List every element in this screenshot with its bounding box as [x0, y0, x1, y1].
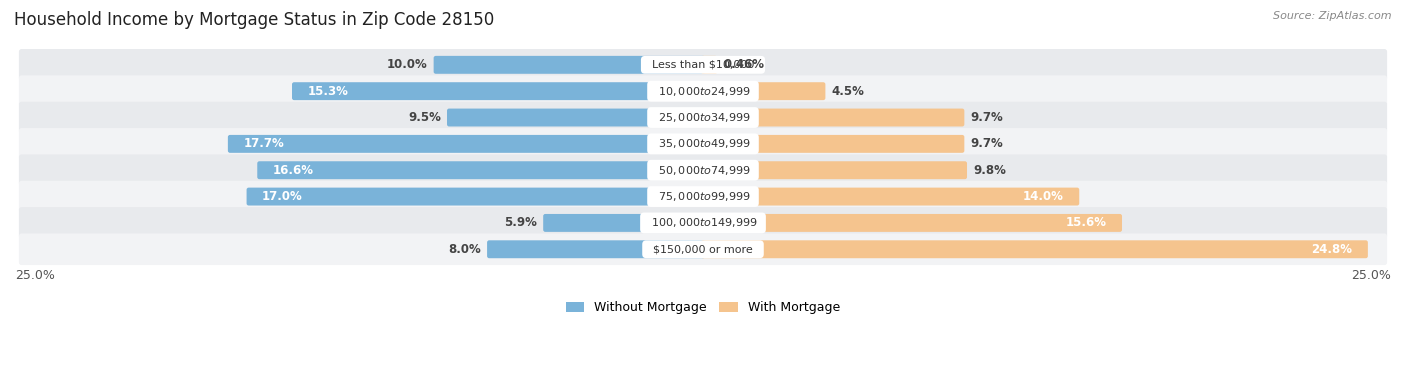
FancyBboxPatch shape	[447, 108, 706, 127]
Text: 0.46%: 0.46%	[723, 58, 765, 71]
Text: 8.0%: 8.0%	[449, 243, 481, 256]
Text: $10,000 to $24,999: $10,000 to $24,999	[651, 85, 755, 98]
FancyBboxPatch shape	[700, 187, 1080, 206]
Text: 24.8%: 24.8%	[1312, 243, 1353, 256]
FancyBboxPatch shape	[543, 214, 706, 232]
Text: 14.0%: 14.0%	[1024, 190, 1064, 203]
Text: 10.0%: 10.0%	[387, 58, 427, 71]
FancyBboxPatch shape	[700, 161, 967, 179]
FancyBboxPatch shape	[700, 214, 1122, 232]
FancyBboxPatch shape	[486, 240, 706, 258]
FancyBboxPatch shape	[433, 56, 706, 74]
Text: 9.5%: 9.5%	[408, 111, 441, 124]
Text: $75,000 to $99,999: $75,000 to $99,999	[651, 190, 755, 203]
Text: $25,000 to $34,999: $25,000 to $34,999	[651, 111, 755, 124]
FancyBboxPatch shape	[18, 128, 1388, 160]
Text: 9.7%: 9.7%	[970, 137, 1002, 150]
FancyBboxPatch shape	[18, 181, 1388, 212]
FancyBboxPatch shape	[18, 154, 1388, 186]
Text: 16.6%: 16.6%	[273, 164, 314, 177]
Text: 9.8%: 9.8%	[973, 164, 1005, 177]
FancyBboxPatch shape	[292, 82, 706, 100]
FancyBboxPatch shape	[700, 135, 965, 153]
Text: Source: ZipAtlas.com: Source: ZipAtlas.com	[1274, 11, 1392, 21]
FancyBboxPatch shape	[228, 135, 706, 153]
FancyBboxPatch shape	[700, 56, 717, 74]
FancyBboxPatch shape	[18, 49, 1388, 81]
FancyBboxPatch shape	[257, 161, 706, 179]
FancyBboxPatch shape	[18, 75, 1388, 107]
Text: 5.9%: 5.9%	[505, 217, 537, 229]
FancyBboxPatch shape	[18, 102, 1388, 133]
FancyBboxPatch shape	[700, 82, 825, 100]
FancyBboxPatch shape	[18, 234, 1388, 265]
Text: Less than $10,000: Less than $10,000	[645, 60, 761, 70]
Text: 15.3%: 15.3%	[308, 85, 349, 98]
Text: $100,000 to $149,999: $100,000 to $149,999	[644, 217, 762, 229]
Text: $35,000 to $49,999: $35,000 to $49,999	[651, 137, 755, 150]
FancyBboxPatch shape	[246, 187, 706, 206]
FancyBboxPatch shape	[18, 207, 1388, 239]
Text: $150,000 or more: $150,000 or more	[647, 244, 759, 254]
Legend: Without Mortgage, With Mortgage: Without Mortgage, With Mortgage	[561, 296, 845, 319]
Text: 4.5%: 4.5%	[831, 85, 865, 98]
Text: 17.0%: 17.0%	[262, 190, 302, 203]
Text: Household Income by Mortgage Status in Zip Code 28150: Household Income by Mortgage Status in Z…	[14, 11, 495, 29]
Text: 9.7%: 9.7%	[970, 111, 1002, 124]
Text: $50,000 to $74,999: $50,000 to $74,999	[651, 164, 755, 177]
Text: 15.6%: 15.6%	[1066, 217, 1107, 229]
Text: 17.7%: 17.7%	[243, 137, 284, 150]
FancyBboxPatch shape	[700, 108, 965, 127]
FancyBboxPatch shape	[700, 240, 1368, 258]
